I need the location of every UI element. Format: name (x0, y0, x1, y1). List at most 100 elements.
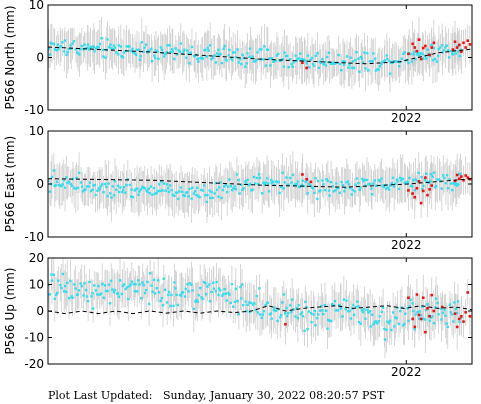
data-point (388, 184, 392, 187)
data-point (177, 49, 180, 52)
data-point (156, 50, 159, 53)
data-point (203, 184, 206, 187)
data-point (410, 185, 414, 188)
recent-data-point (428, 53, 431, 57)
data-point (134, 283, 137, 286)
data-point (121, 284, 124, 288)
data-point (371, 60, 374, 63)
data-point (71, 42, 74, 45)
data-point (170, 48, 174, 51)
data-point (213, 192, 216, 195)
recent-data-point (419, 317, 423, 321)
data-point (260, 192, 264, 195)
data-point (424, 318, 427, 321)
data-point (421, 188, 424, 191)
data-point (443, 308, 446, 312)
data-point (234, 187, 238, 191)
data-point (240, 183, 243, 187)
data-point (258, 48, 261, 51)
data-point (84, 188, 87, 191)
data-point (264, 64, 268, 67)
data-point (426, 303, 429, 306)
data-point (331, 185, 334, 188)
data-point (363, 51, 366, 54)
data-point (125, 45, 128, 48)
data-point (183, 295, 187, 298)
data-point (189, 51, 193, 54)
data-point (377, 178, 381, 182)
data-point (445, 322, 448, 325)
data-point (85, 295, 88, 298)
data-point (48, 53, 52, 56)
data-point (192, 192, 196, 195)
data-point (321, 309, 324, 312)
y-axis-label: P566 Up (mm) (3, 268, 17, 355)
data-point (195, 186, 199, 190)
data-point (121, 190, 124, 194)
data-point (133, 290, 136, 293)
data-point (448, 303, 452, 306)
data-point (69, 182, 72, 186)
data-point (99, 185, 103, 188)
data-point (186, 49, 189, 52)
data-point (50, 279, 54, 282)
data-point (454, 182, 458, 185)
data-point (290, 298, 294, 301)
data-point (144, 43, 148, 46)
data-point (65, 53, 68, 56)
data-point (236, 48, 239, 51)
data-point (215, 188, 219, 192)
data-point (449, 311, 452, 314)
data-point (228, 293, 231, 296)
data-point (190, 283, 193, 286)
data-point (164, 52, 167, 56)
data-point (388, 72, 392, 75)
data-point (362, 310, 365, 314)
data-point (103, 284, 107, 287)
data-point (268, 57, 271, 60)
data-point (430, 173, 433, 176)
data-point (457, 183, 460, 186)
data-point (219, 52, 222, 56)
data-point (109, 43, 112, 46)
data-point (228, 48, 231, 52)
data-point (135, 187, 139, 190)
data-point (166, 186, 170, 190)
data-point (254, 60, 257, 63)
data-point (431, 59, 435, 62)
plot-area (48, 258, 472, 359)
data-point (131, 47, 134, 51)
data-point (137, 279, 140, 282)
data-point (400, 179, 403, 182)
data-point (359, 322, 363, 325)
data-point (391, 311, 395, 314)
data-point (402, 324, 405, 327)
data-point (324, 60, 327, 64)
data-point (227, 54, 230, 57)
y-tick-label: 0 (36, 177, 44, 191)
data-point (50, 273, 53, 276)
recent-data-point (464, 174, 467, 177)
recent-data-point (468, 315, 472, 318)
data-point (182, 194, 185, 197)
data-point (366, 69, 370, 72)
data-point (316, 197, 319, 201)
data-point (414, 58, 417, 61)
data-point (424, 308, 428, 312)
data-point (310, 56, 314, 60)
data-point (171, 193, 174, 197)
data-point (447, 49, 450, 52)
data-point (392, 185, 396, 188)
data-point (354, 183, 357, 186)
data-point (404, 182, 407, 185)
data-point (273, 306, 276, 309)
data-point (91, 292, 94, 295)
data-point (100, 37, 103, 40)
data-point (66, 51, 70, 54)
data-point (313, 309, 316, 312)
data-point (142, 50, 145, 53)
data-point (419, 52, 423, 55)
data-point (235, 173, 239, 176)
data-point (450, 313, 454, 316)
recent-data-point (421, 296, 425, 300)
